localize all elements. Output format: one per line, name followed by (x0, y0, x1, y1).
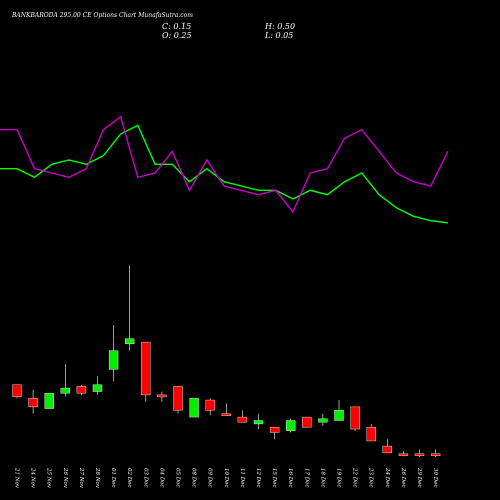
x-tick-label: 27 Nov (78, 467, 84, 489)
candle-05-dec (173, 386, 183, 414)
candle-body-bearish (430, 453, 441, 456)
candle-body-bearish (414, 453, 425, 456)
candle-27-nov (76, 384, 87, 395)
x-tick-label: 24 Nov (30, 467, 36, 489)
x-tick-label: 17 Dec (303, 468, 309, 488)
candle-body-bearish (221, 413, 232, 416)
x-tick-label: 19 Dec (336, 468, 342, 488)
candle-18-dec (318, 413, 328, 426)
x-tick-label: 10 Dec (223, 468, 229, 488)
candle-15-dec (269, 427, 280, 440)
candle-body-bearish (350, 406, 360, 430)
x-tick-label: 22 Dec (352, 467, 358, 488)
x-tick-label: 16 Dec (287, 468, 293, 488)
candle-17-dec (302, 416, 312, 428)
candle-22-dec (350, 406, 360, 431)
ma-line-1 (0, 124, 449, 224)
candle-23-dec (366, 423, 376, 442)
open-value: O: 0.25 (162, 31, 192, 40)
x-tick-label: 12 Dec (255, 468, 261, 488)
x-tick-label: 26 Dec (400, 467, 406, 488)
candle-04-dec (157, 391, 167, 402)
candle-body-bearish (205, 399, 215, 411)
candle-19-dec (334, 400, 344, 421)
candle-body-bearish (141, 341, 151, 396)
candle-body-bullish (124, 338, 135, 345)
x-tick-label: 24 Dec (384, 467, 390, 488)
moving-average-lines (0, 115, 449, 224)
x-tick-label: 21 Nov (14, 467, 20, 489)
candle-29-dec (414, 449, 425, 458)
candle-body-bearish (76, 386, 87, 394)
candle-24-dec (382, 439, 392, 454)
candle-28-nov (92, 376, 103, 395)
candle-24-nov (28, 389, 38, 414)
x-tick-label: 18 Dec (319, 468, 325, 488)
candle-body-bullish (189, 398, 199, 418)
candle-body-bearish (237, 416, 248, 423)
candle-12-dec (253, 413, 264, 430)
candle-body-bullish (286, 420, 296, 431)
x-tick-label: 02 Dec (126, 468, 132, 488)
candle-08-dec (189, 398, 199, 418)
candle-body-bearish (398, 453, 409, 456)
x-tick-label: 01 Dec (110, 468, 116, 488)
candle-body-bearish (28, 398, 38, 408)
candle-09-dec (205, 398, 215, 416)
candle-26-dec (398, 451, 409, 457)
candle-01-dec (108, 325, 119, 382)
candle-body-bearish (302, 416, 312, 428)
candle-body-bearish (366, 427, 376, 442)
high-value: H: 0.50 (265, 22, 296, 31)
x-tick-label: 28 Nov (94, 467, 100, 489)
candle-25-nov (44, 393, 54, 409)
candle-body-bearish (269, 427, 280, 433)
candle-body-bullish (318, 418, 328, 423)
x-tick-label: 05 Dec (175, 468, 181, 488)
ma-line-2 (0, 115, 449, 214)
candle-26-nov (60, 364, 70, 397)
x-tick-label: 25 Nov (46, 467, 52, 489)
x-tick-label: 03 Dec (142, 468, 148, 488)
x-tick-label: 26 Nov (62, 467, 68, 489)
x-tick-label: 11 Dec (239, 468, 245, 488)
candle-body-bearish (12, 384, 22, 397)
candle-21-nov (12, 384, 22, 399)
chart-title: BANKBARODA 295.00 CE Options Chart Munaf… (12, 12, 193, 19)
candle-body-bullish (334, 410, 344, 421)
x-tick-label: 23 Dec (368, 467, 374, 488)
candle-body-bullish (253, 420, 264, 425)
candle-body-bearish (173, 386, 183, 411)
close-value: C: 0.15 (162, 22, 192, 31)
candle-body-bearish (157, 394, 167, 398)
candle-16-dec (286, 418, 296, 433)
candle-body-bullish (92, 384, 103, 392)
candle-03-dec (141, 341, 151, 402)
candle-11-dec (237, 410, 248, 423)
candle-body-bullish (44, 393, 54, 409)
x-tick-label: 04 Dec (158, 468, 164, 488)
candle-30-dec (430, 449, 441, 458)
candle-10-dec (221, 403, 232, 416)
candlesticks (12, 265, 441, 458)
candle-02-dec (124, 265, 135, 351)
x-tick-label: 29 Dec (416, 467, 422, 488)
x-axis-labels: 21 Nov 24 Nov 25 Nov 26 Nov 27 Nov 28 Nov 01 D… (14, 467, 439, 489)
low-value: L: 0.05 (265, 31, 294, 40)
candle-body-bullish (108, 350, 119, 370)
x-tick-label: 15 Dec (271, 468, 277, 488)
x-tick-label: 30 Dec (432, 468, 438, 488)
x-tick-label: 09 Dec (207, 468, 213, 488)
candle-body-bearish (382, 445, 392, 454)
x-tick-label: 08 Dec (191, 468, 197, 488)
candle-body-bullish (60, 387, 70, 394)
